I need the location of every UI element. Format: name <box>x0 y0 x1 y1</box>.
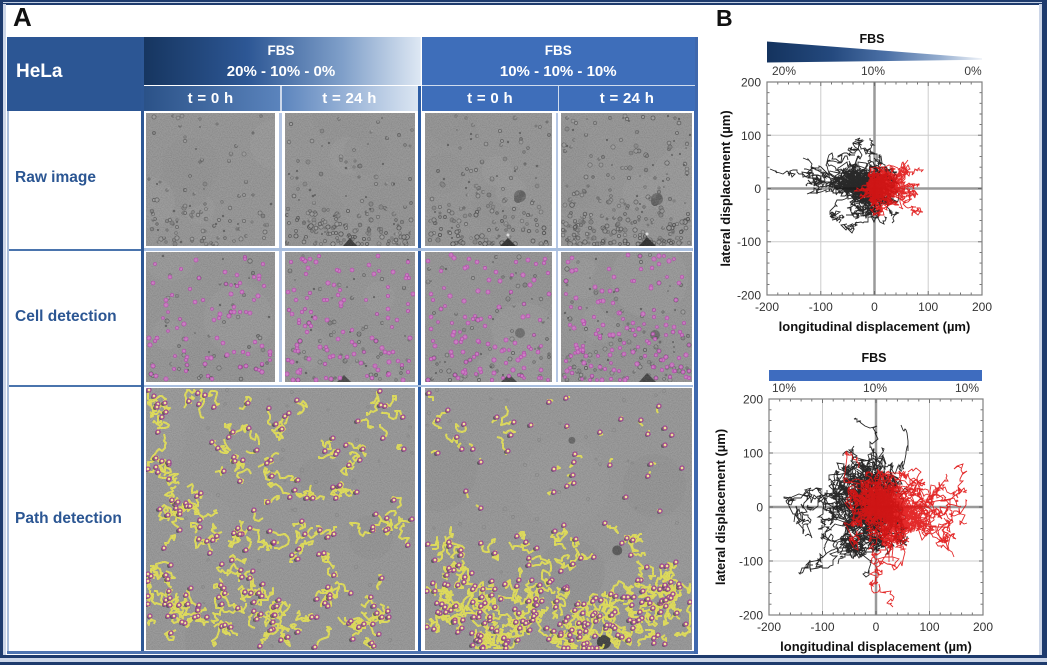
svg-text:FBS: FBS <box>860 32 885 46</box>
svg-text:-100: -100 <box>737 235 761 249</box>
svg-text:10%: 10% <box>863 381 887 395</box>
svg-text:-100: -100 <box>809 300 833 314</box>
svg-text:lateral displacement (µm): lateral displacement (µm) <box>718 110 733 266</box>
svg-text:-200: -200 <box>737 289 761 303</box>
svg-text:-200: -200 <box>755 300 779 314</box>
svg-text:FBS: FBS <box>862 351 887 365</box>
svg-text:longitudinal displacement (µm): longitudinal displacement (µm) <box>780 639 972 654</box>
svg-text:100: 100 <box>918 300 938 314</box>
svg-text:-200: -200 <box>757 620 781 634</box>
svg-text:0%: 0% <box>964 64 982 78</box>
svg-text:lateral displacement (µm): lateral displacement (µm) <box>713 429 728 585</box>
svg-text:0: 0 <box>756 501 763 515</box>
svg-text:0: 0 <box>873 620 880 634</box>
svg-text:200: 200 <box>973 620 993 634</box>
svg-text:-100: -100 <box>739 555 763 569</box>
svg-text:200: 200 <box>972 300 992 314</box>
svg-text:-100: -100 <box>810 620 834 634</box>
svg-text:100: 100 <box>919 620 939 634</box>
svg-text:10%: 10% <box>772 381 796 395</box>
svg-text:100: 100 <box>741 129 761 143</box>
svg-text:0: 0 <box>871 300 878 314</box>
svg-text:0: 0 <box>754 182 761 196</box>
svg-text:200: 200 <box>743 393 763 407</box>
svg-text:200: 200 <box>741 76 761 90</box>
svg-text:100: 100 <box>743 447 763 461</box>
svg-text:-200: -200 <box>739 609 763 623</box>
svg-text:20%: 20% <box>772 64 796 78</box>
svg-text:10%: 10% <box>861 64 885 78</box>
svg-text:longitudinal displacement (µm): longitudinal displacement (µm) <box>779 319 971 334</box>
svg-text:10%: 10% <box>955 381 979 395</box>
